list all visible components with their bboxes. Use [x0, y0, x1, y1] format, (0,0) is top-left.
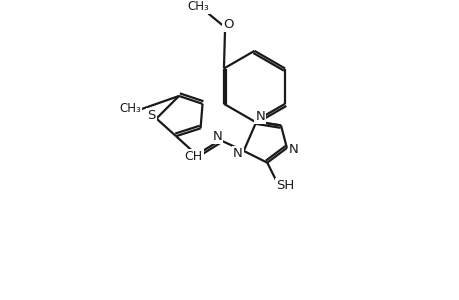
Text: CH₃: CH₃	[119, 102, 140, 115]
Text: N: N	[255, 110, 265, 123]
Text: O: O	[222, 18, 233, 31]
Text: N: N	[288, 143, 298, 156]
Text: S: S	[147, 109, 156, 122]
Text: CH₃: CH₃	[187, 0, 209, 13]
Text: N: N	[232, 147, 242, 160]
Text: CH: CH	[184, 150, 202, 163]
Text: SH: SH	[275, 179, 293, 192]
Text: N: N	[212, 130, 222, 143]
